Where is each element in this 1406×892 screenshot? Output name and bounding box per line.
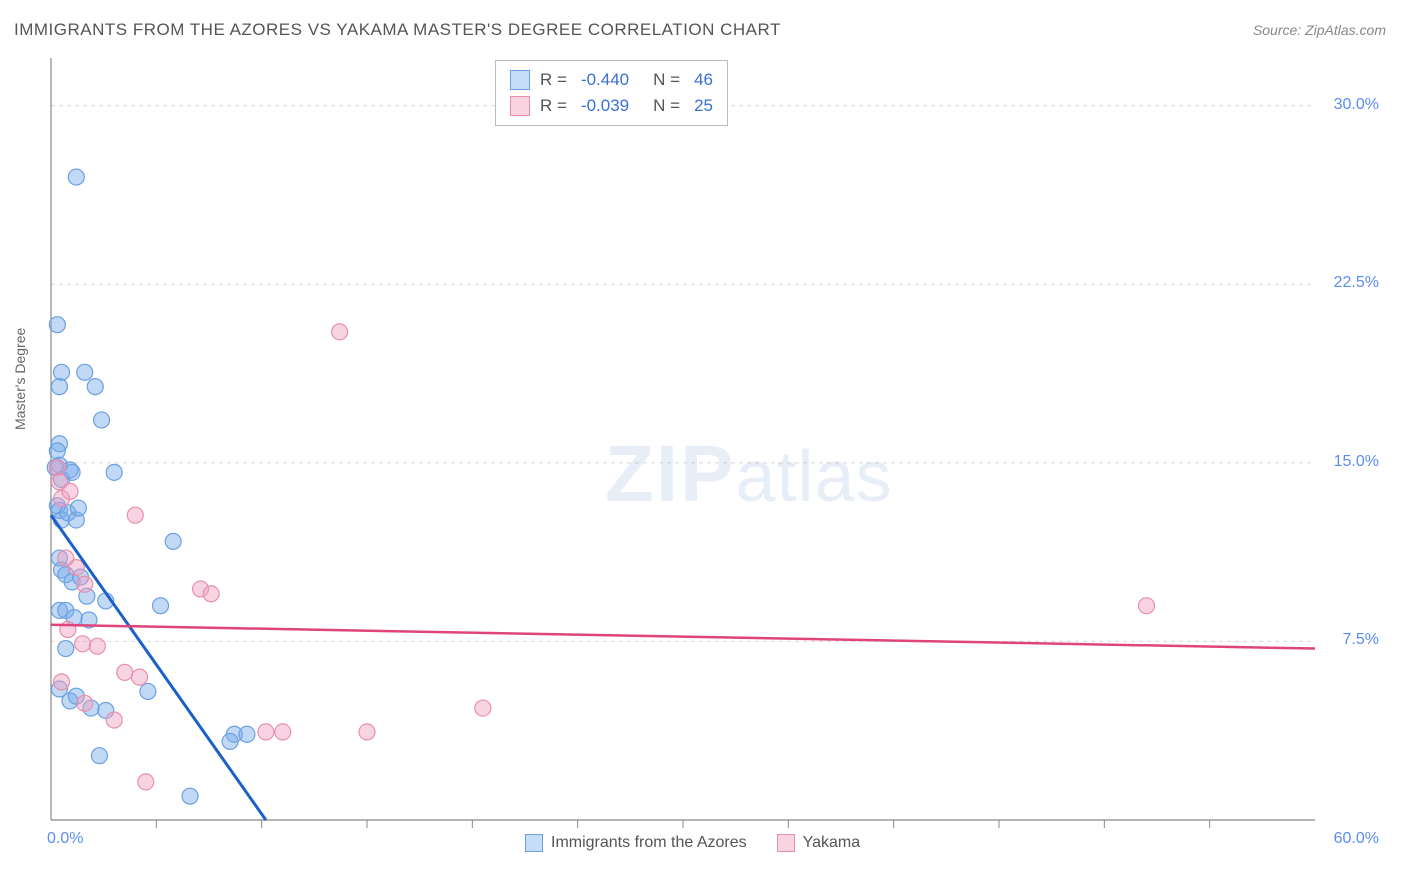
- legend-item: Yakama: [777, 834, 861, 852]
- x-tick-label: 60.0%: [1334, 830, 1379, 852]
- source-attribution: Source: ZipAtlas.com: [1253, 22, 1386, 38]
- n-value: 46: [694, 67, 713, 93]
- n-value: 25: [694, 93, 713, 119]
- scatter-plot: [45, 58, 1385, 850]
- chart-title: IMMIGRANTS FROM THE AZORES VS YAKAMA MAS…: [14, 20, 781, 40]
- n-label: N =: [653, 93, 680, 119]
- legend-swatch: [777, 834, 795, 852]
- y-tick-label: 30.0%: [1334, 96, 1379, 114]
- y-tick-label: 15.0%: [1334, 453, 1379, 471]
- r-value: -0.039: [581, 93, 629, 119]
- y-tick-label: 7.5%: [1343, 631, 1379, 649]
- y-tick-label: 22.5%: [1334, 274, 1379, 292]
- series-legend: Immigrants from the Azores Yakama: [525, 834, 860, 852]
- legend-swatch: [510, 70, 530, 90]
- correlation-row: R = -0.440 N = 46: [510, 67, 713, 93]
- x-tick-label: 0.0%: [47, 830, 83, 852]
- r-label: R =: [540, 93, 567, 119]
- chart-container: ZIPatlas R =-0.440N =46R =-0.039N =25 Im…: [45, 58, 1385, 850]
- n-label: N =: [653, 67, 680, 93]
- legend-item: Immigrants from the Azores: [525, 834, 747, 852]
- r-label: R =: [540, 67, 567, 93]
- correlation-legend: R = -0.440 N = 46 R = -0.039 N = 25: [495, 60, 728, 126]
- correlation-row: R = -0.039 N = 25: [510, 93, 713, 119]
- r-value: -0.440: [581, 67, 629, 93]
- legend-swatch: [525, 834, 543, 852]
- legend-label: Immigrants from the Azores: [551, 834, 747, 852]
- y-axis-label: Master's Degree: [12, 328, 28, 430]
- legend-label: Yakama: [803, 834, 861, 852]
- legend-swatch: [510, 96, 530, 116]
